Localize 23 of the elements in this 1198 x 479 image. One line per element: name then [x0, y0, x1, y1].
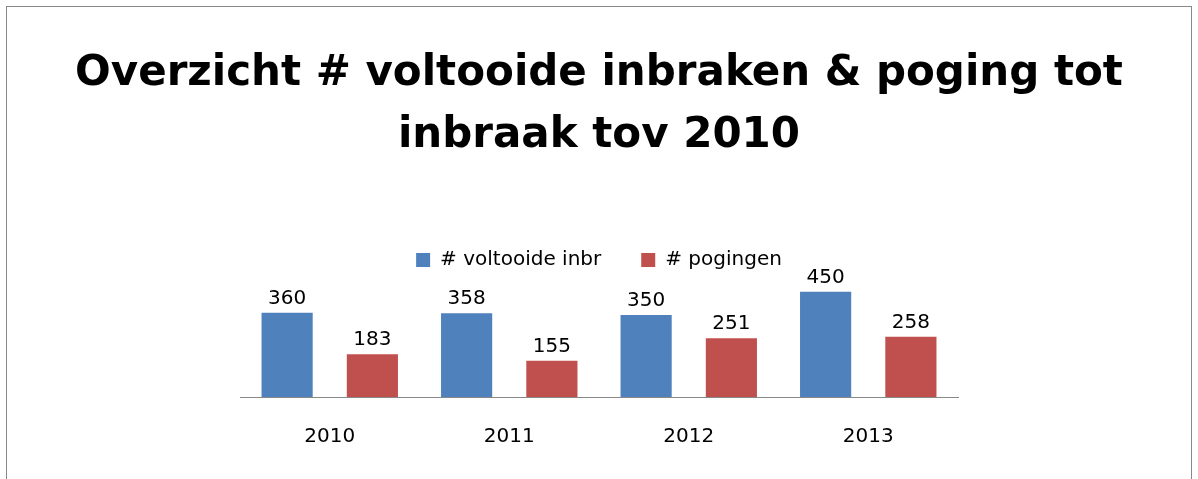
chart-title: Overzicht # voltooide inbraken & poging tot inbraak tov 2010 [74, 45, 1124, 159]
bar [885, 336, 937, 397]
bar [441, 313, 493, 397]
legend-label: # voltooide inbr [440, 246, 603, 271]
data-label: 183 [353, 326, 392, 351]
data-label: 155 [532, 332, 571, 357]
bar [261, 312, 313, 397]
bar [705, 338, 757, 397]
data-label: 450 [806, 263, 845, 288]
data-label: 258 [891, 308, 930, 333]
x-tick-label: 2010 [304, 423, 356, 448]
data-label: 350 [627, 287, 666, 312]
bar [346, 354, 398, 397]
x-tick-label: 2012 [663, 423, 715, 448]
x-tick-label: 2013 [842, 423, 894, 448]
data-label: 358 [447, 285, 486, 310]
data-label: 251 [712, 310, 751, 335]
data-label: 360 [268, 284, 307, 309]
bar [800, 291, 852, 397]
legend-label: # pogingen [665, 246, 782, 271]
bar [620, 315, 672, 397]
x-tick-label: 2011 [483, 423, 535, 448]
bar [526, 360, 578, 397]
